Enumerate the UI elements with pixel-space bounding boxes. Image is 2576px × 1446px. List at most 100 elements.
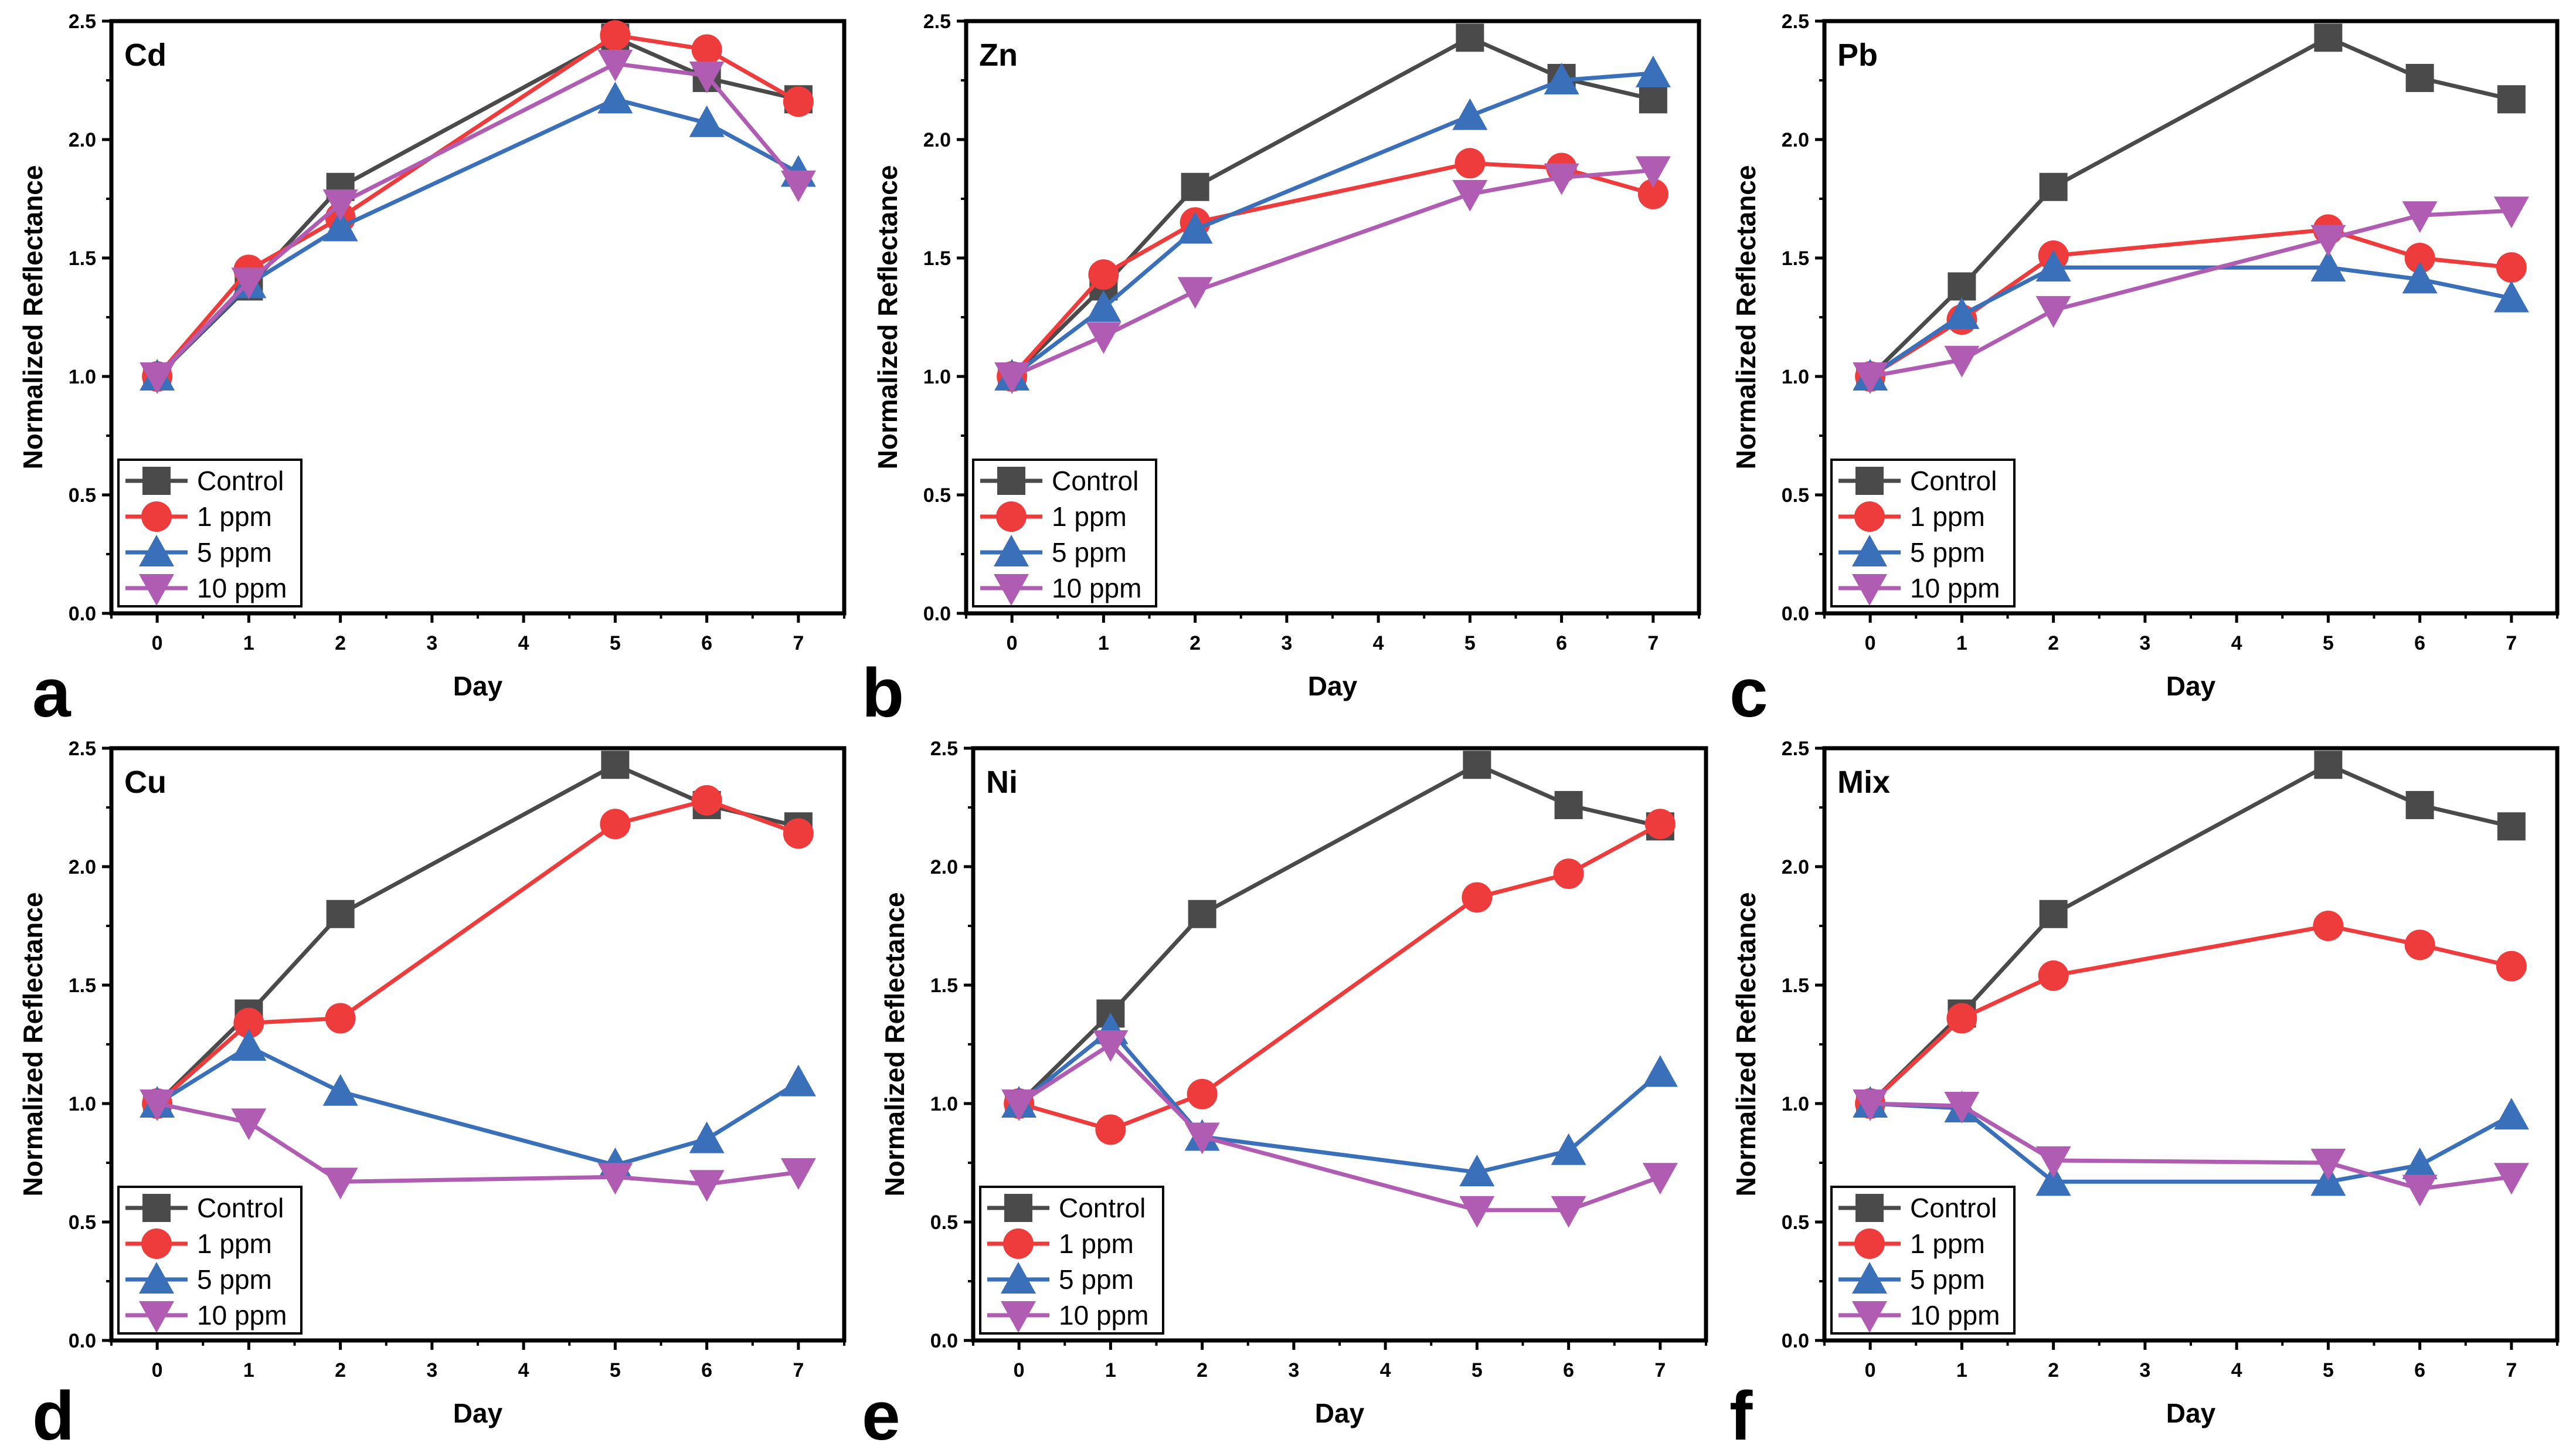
x-axis-label: Day <box>1315 1398 1365 1428</box>
legend-marker-control <box>1855 1194 1884 1222</box>
legend-label-control: Control <box>1059 1193 1146 1223</box>
x-axis-label: Day <box>2166 1398 2216 1428</box>
legend: Control 1 ppm 5 ppm 10 ppm <box>117 459 303 607</box>
data-point-p10 <box>2402 201 2438 233</box>
x-tick-label: 0 <box>1865 632 1876 654</box>
data-point-control <box>326 899 355 928</box>
data-point-control <box>1554 790 1583 819</box>
series-p10 <box>1853 196 2529 394</box>
data-point-p5 <box>1635 55 1671 87</box>
series-line-p10 <box>1011 168 1654 379</box>
series-line-p10 <box>1870 1101 2512 1191</box>
data-point-p1 <box>2313 911 2344 941</box>
x-tick-label: 7 <box>793 632 804 654</box>
chart-panel-e: 0.0 0.5 1.0 1.5 2.0 2.5 0 1 2 3 4 5 6 7 Day Normalized … <box>862 738 1708 1446</box>
y-tick-label: 1.0 <box>1782 366 1809 388</box>
x-tick-label: 1 <box>1098 632 1109 654</box>
data-point-control <box>2314 751 2343 779</box>
y-tick-label: 2.5 <box>69 11 96 33</box>
data-point-p10 <box>994 362 1030 394</box>
legend: Control 1 ppm 5 ppm 10 ppm <box>972 459 1157 607</box>
data-point-p10 <box>2310 1149 2346 1180</box>
series-line-control <box>1868 762 2512 1105</box>
data-point-p10 <box>2310 225 2346 257</box>
data-point-p5 <box>231 1029 267 1061</box>
x-tick-label: 1 <box>243 632 254 654</box>
y-axis-label: Normalized Reflectance <box>18 892 48 1197</box>
legend-label-p5: 5 ppm <box>1052 537 1127 568</box>
panel-title: Cd <box>124 38 166 73</box>
legend-marker-p5 <box>1852 535 1887 566</box>
x-tick-label: 6 <box>2414 632 2425 654</box>
data-point-p5 <box>322 209 358 242</box>
data-point-p10 <box>1551 1196 1586 1228</box>
x-tick-label: 3 <box>2139 1359 2150 1381</box>
y-axis-label: Normalized Reflectance <box>879 892 910 1197</box>
x-axis-label: Day <box>453 671 503 701</box>
x-tick-label: 7 <box>2506 632 2517 654</box>
data-point-p5 <box>2402 262 2438 294</box>
x-tick-label: 5 <box>610 632 621 654</box>
data-point-p10 <box>1093 1030 1129 1062</box>
x-tick-label: 0 <box>1865 1359 1876 1381</box>
data-point-p10 <box>2035 1146 2071 1178</box>
x-tick-label: 4 <box>2231 632 2242 654</box>
x-tick-label: 7 <box>1647 632 1659 654</box>
data-point-p1 <box>1946 1003 1977 1034</box>
data-point-p1 <box>1095 1114 1126 1145</box>
y-tick-label: 1.0 <box>1782 1093 1809 1115</box>
legend: Control 1 ppm 5 ppm 10 ppm <box>979 1186 1164 1335</box>
x-tick-label: 5 <box>2323 1359 2334 1381</box>
x-tick-label: 6 <box>701 632 712 654</box>
data-point-p5 <box>322 1074 358 1106</box>
y-tick-label: 0.0 <box>1782 603 1809 625</box>
data-point-p1 <box>2038 960 2069 991</box>
data-point-p1 <box>1637 178 1668 209</box>
legend-label-p10: 10 ppm <box>1910 1300 2000 1330</box>
series-line-p5 <box>155 97 800 378</box>
data-point-p5 <box>1544 63 1579 94</box>
data-point-p1 <box>600 809 631 840</box>
data-point-p1 <box>1553 858 1584 890</box>
data-point-control <box>1456 23 1484 52</box>
panel-title: Cu <box>124 765 166 800</box>
data-point-control <box>2405 63 2434 92</box>
data-point-p10 <box>1086 322 1122 354</box>
x-tick-label: 1 <box>1956 632 1967 654</box>
panel-letter: c <box>1729 654 1768 732</box>
legend-marker-control <box>142 467 171 495</box>
legend-label-p10: 10 ppm <box>1059 1300 1148 1330</box>
x-tick-label: 6 <box>2414 1359 2425 1381</box>
legend-marker-control <box>997 467 1025 495</box>
series-line-p10 <box>155 62 800 378</box>
x-tick-label: 2 <box>1197 1359 1208 1381</box>
x-tick-label: 4 <box>1380 1359 1391 1381</box>
legend-marker-p10 <box>139 574 174 606</box>
data-point-control <box>2497 812 2526 841</box>
chart-panel-a: 0.0 0.5 1.0 1.5 2.0 2.5 0 1 2 3 4 5 6 7 Day Normalized … <box>18 11 847 732</box>
panel-title: Mix <box>1837 765 1890 800</box>
panel-letter: d <box>32 1377 74 1446</box>
data-point-p1 <box>2404 243 2435 273</box>
legend-label-p10: 10 ppm <box>197 1300 287 1330</box>
data-point-control <box>2039 172 2068 201</box>
y-tick-label: 2.0 <box>923 129 951 151</box>
data-point-p10 <box>2402 1175 2438 1207</box>
legend-marker-control <box>142 1194 171 1222</box>
x-tick-label: 3 <box>2139 632 2150 654</box>
series-line-control <box>1017 762 1661 1105</box>
legend-marker-p5 <box>139 535 174 566</box>
y-tick-label: 1.5 <box>1782 247 1809 270</box>
data-point-p1 <box>2496 252 2527 283</box>
data-point-p1 <box>691 785 722 816</box>
y-tick-label: 0.0 <box>69 603 96 625</box>
data-point-p10 <box>231 1108 267 1140</box>
data-point-p10 <box>780 170 816 202</box>
y-tick-label: 1.5 <box>1782 975 1809 997</box>
data-point-p5 <box>2310 250 2346 282</box>
series-p10 <box>1853 1089 2529 1207</box>
x-tick-label: 5 <box>1464 632 1476 654</box>
data-point-p10 <box>2493 196 2529 229</box>
data-point-p5 <box>689 1121 725 1153</box>
x-axis-label: Day <box>453 1398 503 1428</box>
